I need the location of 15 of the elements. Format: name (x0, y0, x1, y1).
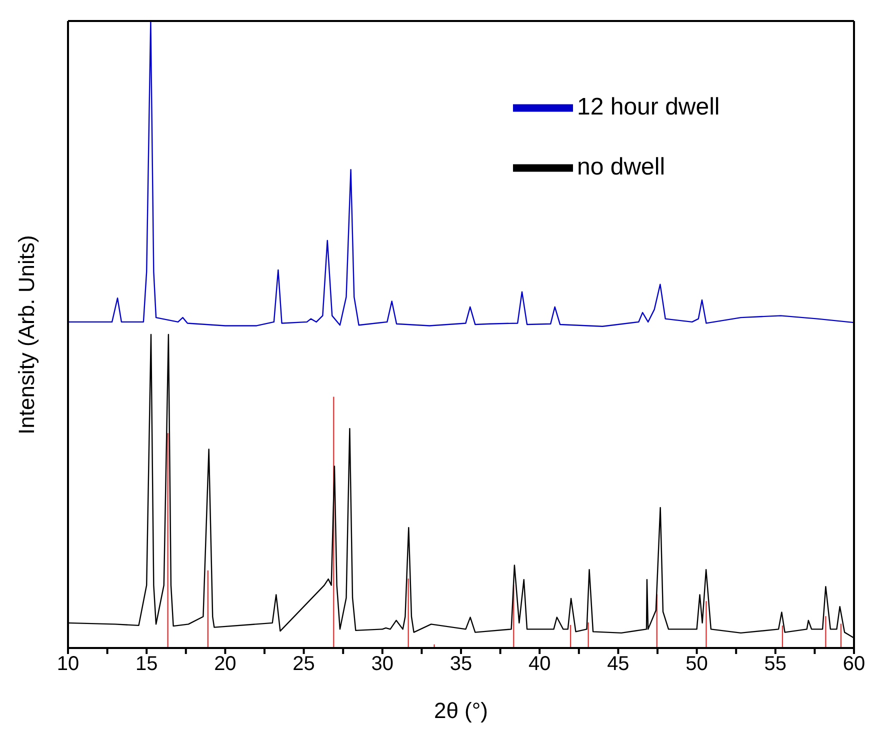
x-tick-label: 60 (842, 653, 866, 676)
x-tick-label: 40 (528, 653, 551, 676)
x-axis-title: 2θ (°) (434, 698, 488, 723)
x-tick-label: 10 (56, 653, 80, 676)
x-tick-label: 20 (214, 653, 236, 676)
legend-label: 12 hour dwell (577, 93, 720, 120)
x-tick-label: 35 (450, 653, 472, 676)
x-tick-label: 25 (292, 653, 315, 676)
x-tick-label: 45 (607, 653, 630, 676)
y-axis-title: Intensity (Arb. Units) (14, 235, 39, 434)
x-tick-label: 30 (371, 653, 394, 676)
legend-label: no dwell (577, 153, 666, 180)
x-tick-label: 50 (686, 653, 708, 676)
x-tick-label: 55 (764, 653, 787, 676)
x-tick-label: 15 (135, 653, 158, 676)
